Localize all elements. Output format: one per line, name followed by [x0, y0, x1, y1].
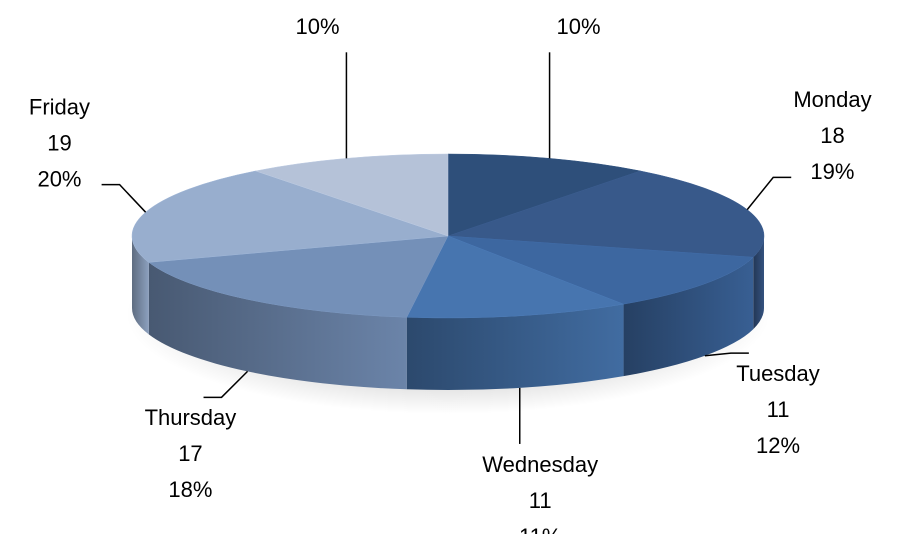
pie-slice-thursday	[148, 235, 449, 318]
label-category-tuesday: Tuesday	[736, 361, 820, 386]
label-percent-tuesday: 12%	[756, 433, 800, 458]
label-value-monday: 18	[820, 123, 844, 148]
label-percent-friday: 20%	[37, 166, 81, 191]
label-percent-monday: 19%	[810, 159, 854, 184]
label-category-monday: Monday	[793, 87, 871, 112]
label-percent-wednesday: 11%	[519, 524, 561, 534]
label-percent-thursday: 18%	[168, 477, 212, 502]
pie-side-monday	[753, 236, 764, 330]
pie-side-friday	[132, 236, 149, 335]
label-percent-saturday: 10%	[295, 14, 339, 39]
label-value-wednesday: 11	[529, 488, 552, 513]
leader-line-thursday	[203, 370, 249, 399]
leader-line-monday	[746, 176, 792, 211]
label-value-saturday: 10	[305, 0, 329, 3]
leader-line-tuesday	[704, 352, 749, 357]
label-percent-sunday: 10%	[556, 14, 600, 39]
label-value-thursday: 17	[178, 441, 202, 466]
pie-slice-tuesday	[447, 235, 754, 305]
pie-side-wednesday	[406, 304, 624, 391]
pie-side-thursday	[148, 262, 407, 390]
label-category-thursday: Thursday	[145, 405, 237, 430]
label-value-tuesday: 11	[767, 397, 790, 422]
pie-slice-friday	[131, 170, 449, 263]
label-value-friday: 19	[47, 130, 71, 155]
pie-side-tuesday	[623, 257, 754, 377]
leader-line-friday	[101, 183, 147, 213]
label-category-friday: Friday	[29, 94, 90, 119]
label-value-sunday: 10	[566, 0, 590, 3]
label-category-wednesday: Wednesday	[482, 452, 598, 477]
pie-slice-wednesday	[406, 235, 625, 319]
